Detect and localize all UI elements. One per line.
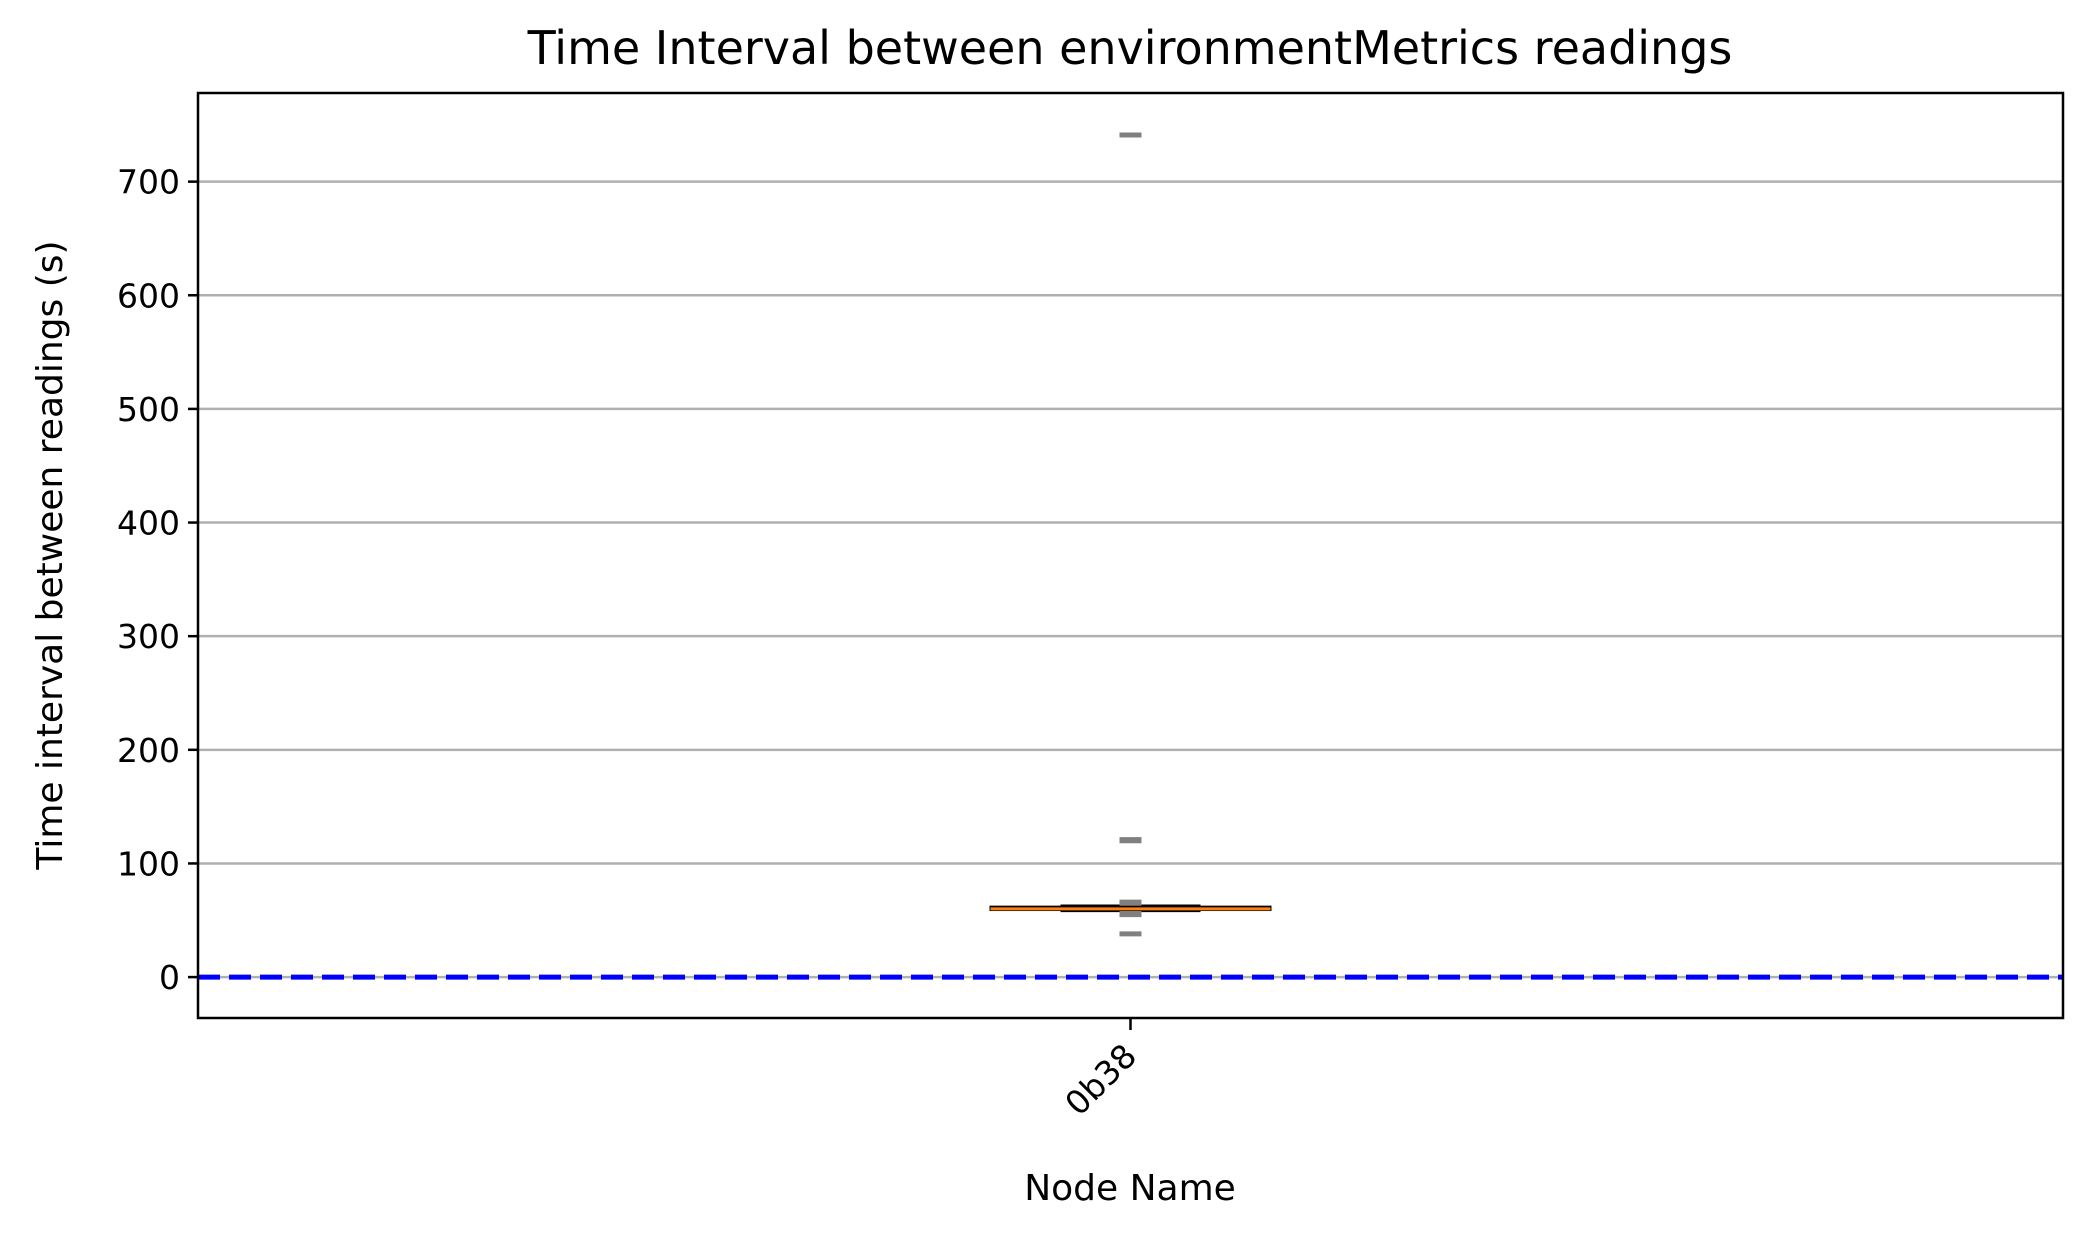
y-tick-label-600: 600 [117, 276, 180, 315]
y-tick-label-0: 0 [159, 958, 180, 997]
y-axis: 0 100 200 300 400 500 600 700 [117, 163, 198, 997]
boxplots [989, 904, 1272, 913]
y-axis-label: Time interval between readings (s) [30, 240, 71, 870]
gridlines [198, 180, 2063, 979]
y-tick-label-300: 300 [117, 617, 180, 656]
x-axis-label: Node Name [1024, 1168, 1236, 1209]
y-tick-label-500: 500 [117, 390, 180, 429]
y-tick-label-400: 400 [117, 504, 180, 543]
y-tick-label-200: 200 [117, 731, 180, 770]
x-tick-label-0: 0b38 [1057, 1036, 1144, 1123]
x-axis: 0b38 [1057, 1018, 1144, 1123]
y-tick-label-100: 100 [117, 844, 180, 883]
chart-title: Time Interval between environmentMetrics… [527, 21, 1733, 75]
plot-frame [196, 91, 2065, 1020]
y-tick-label-700: 700 [117, 163, 180, 202]
fliers [1119, 132, 1142, 937]
